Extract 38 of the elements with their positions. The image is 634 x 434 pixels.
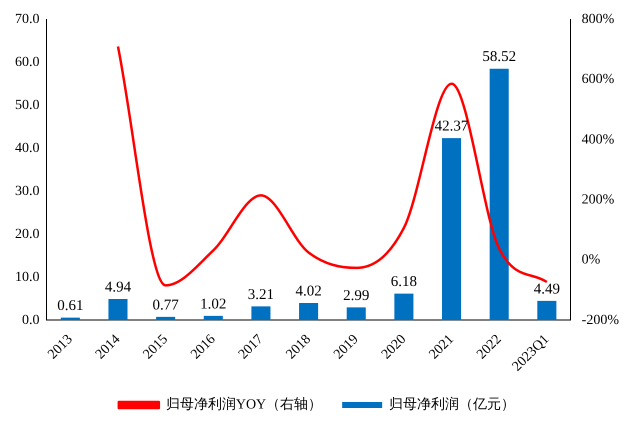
y2-tick-label: -200% bbox=[582, 312, 620, 328]
data-label: 0.61 bbox=[57, 298, 84, 314]
data-label: 3.21 bbox=[248, 286, 274, 303]
data-label: 4.94 bbox=[104, 279, 132, 296]
y-tick-label: 60.0 bbox=[15, 55, 40, 70]
bar bbox=[490, 68, 509, 320]
bar bbox=[60, 318, 80, 320]
y-tick-label: 50.0 bbox=[15, 98, 40, 114]
y-tick-label: 10.0 bbox=[15, 270, 40, 285]
y2-tick-label: 800% bbox=[582, 12, 615, 28]
y-tick-label: 40.0 bbox=[15, 140, 40, 156]
bar bbox=[346, 307, 366, 320]
bar bbox=[156, 316, 176, 320]
data-label: 6.18 bbox=[390, 274, 418, 290]
bar bbox=[251, 306, 270, 320]
y-tick-label: 30.0 bbox=[15, 184, 40, 199]
data-label: 0.77 bbox=[152, 297, 180, 314]
bar bbox=[204, 316, 223, 320]
legend-label: 归母净利润YOY（右轴） bbox=[166, 396, 322, 413]
data-label: 1.02 bbox=[200, 296, 226, 312]
y-tick-label: 0.0 bbox=[22, 312, 40, 328]
legend-label: 归母净利润（亿元） bbox=[389, 396, 516, 413]
data-label: 2.99 bbox=[343, 288, 370, 304]
data-label: 58.52 bbox=[482, 49, 516, 66]
bar bbox=[537, 300, 556, 320]
bar bbox=[108, 298, 128, 320]
data-label: 4.02 bbox=[295, 283, 322, 300]
bar bbox=[394, 294, 414, 320]
y2-tick-label: 200% bbox=[582, 192, 615, 208]
data-label: 4.49 bbox=[534, 281, 560, 298]
y2-tick-label: 400% bbox=[582, 132, 615, 148]
data-label: 42.37 bbox=[434, 118, 469, 135]
y2-tick-label: 600% bbox=[582, 72, 615, 88]
y-tick-label: 70.0 bbox=[15, 12, 40, 28]
y-tick-label: 20.0 bbox=[15, 226, 40, 242]
bar bbox=[299, 302, 318, 320]
bar bbox=[442, 138, 462, 320]
y2-tick-label: 0% bbox=[582, 252, 601, 268]
